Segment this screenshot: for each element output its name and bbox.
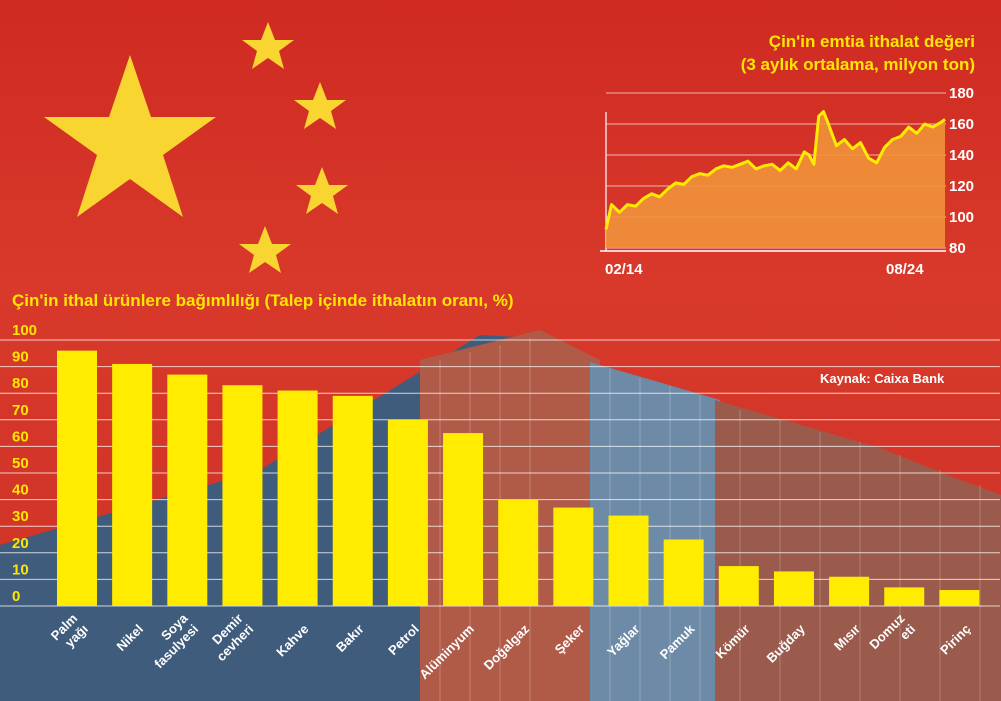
y-tick-label: 20: [12, 535, 29, 552]
flag-large-star: [44, 55, 216, 217]
inset-chart-title: Çin'in emtia ithalat değeri (3 aylık ort…: [650, 30, 975, 76]
bar: [718, 566, 759, 606]
category-label: Şeker: [552, 621, 588, 657]
y-tick-label: 0: [12, 588, 20, 605]
bar: [498, 499, 539, 606]
y-tick-label: 90: [12, 349, 29, 366]
flag-small-star: [294, 82, 346, 129]
category-label-line: Petrol: [385, 621, 422, 658]
inset-title-line-1: Çin'in emtia ithalat değeri: [768, 32, 975, 51]
category-label: Kömür: [712, 621, 752, 661]
category-label: Pirinç: [937, 621, 973, 657]
category-label: Doğalgaz: [481, 621, 533, 673]
container-stack-mid: [715, 400, 1001, 701]
category-label-line: Pirinç: [937, 621, 973, 657]
category-label: Kahve: [273, 621, 311, 659]
category-label-line: Kahve: [273, 621, 311, 659]
category-label-line: Şeker: [552, 621, 588, 657]
bar: [443, 433, 484, 606]
category-label-line: Alüminyum: [416, 621, 477, 682]
inset-area: [606, 111, 945, 248]
category-label: Pamuk: [657, 621, 698, 662]
inset-line: [604, 110, 946, 230]
category-label: Alüminyum: [416, 621, 477, 682]
bar: [608, 515, 649, 606]
bar: [167, 374, 208, 606]
category-label: Nikel: [113, 621, 146, 654]
inset-y-tick-label: 180: [949, 85, 974, 102]
source-note: Kaynak: Caixa Bank: [820, 371, 945, 386]
category-label: Petrol: [385, 621, 422, 658]
category-label-line: Nikel: [113, 621, 146, 654]
bar: [553, 507, 594, 606]
inset-y-tick-label: 100: [949, 209, 974, 226]
y-tick-label: 60: [12, 428, 29, 445]
y-tick-label: 50: [12, 455, 29, 472]
y-tick-label: 40: [12, 482, 29, 499]
flag-small-star: [296, 167, 348, 214]
y-tick-label: 80: [12, 375, 29, 392]
inset-x-label-end: 08/24: [886, 261, 924, 278]
flag-small-star: [242, 22, 294, 69]
category-label: Bakır: [333, 621, 367, 655]
category-label-line: Mısır: [831, 621, 863, 653]
bar: [387, 419, 428, 606]
bar: [663, 539, 704, 606]
main-chart-title: Çin'in ithal ürünlere bağımlılığı (Talep…: [12, 291, 514, 310]
category-label-line: Doğalgaz: [481, 621, 533, 673]
category-label-line: Buğday: [764, 621, 809, 666]
y-tick-label: 30: [12, 508, 29, 525]
category-label-line: Bakır: [333, 621, 367, 655]
bar: [773, 571, 814, 606]
bar: [222, 385, 263, 606]
inset-x-label-start: 02/14: [605, 261, 643, 278]
category-label-line: Kömür: [712, 621, 752, 661]
y-tick-label: 70: [12, 402, 29, 419]
inset-y-tick-label: 140: [949, 147, 974, 164]
bar: [332, 395, 373, 606]
category-label: Buğday: [764, 621, 809, 666]
y-tick-label: 10: [12, 561, 29, 578]
bar: [112, 363, 153, 606]
bar: [829, 576, 870, 606]
bar: [277, 390, 318, 606]
inset-y-tick-label: 80: [949, 240, 966, 257]
category-label: Mısır: [831, 621, 863, 653]
flag-small-star: [239, 226, 291, 273]
bar: [884, 587, 925, 606]
category-label-line: Yağlar: [604, 621, 642, 659]
bar: [939, 590, 980, 606]
category-label: Yağlar: [604, 621, 642, 659]
inset-title-line-2: (3 aylık ortalama, milyon ton): [740, 55, 975, 74]
inset-y-tick-label: 120: [949, 178, 974, 195]
category-label-line: Pamuk: [657, 621, 698, 662]
inset-y-tick-label: 160: [949, 116, 974, 133]
y-tick-label: 100: [12, 322, 37, 339]
bar: [57, 350, 97, 606]
